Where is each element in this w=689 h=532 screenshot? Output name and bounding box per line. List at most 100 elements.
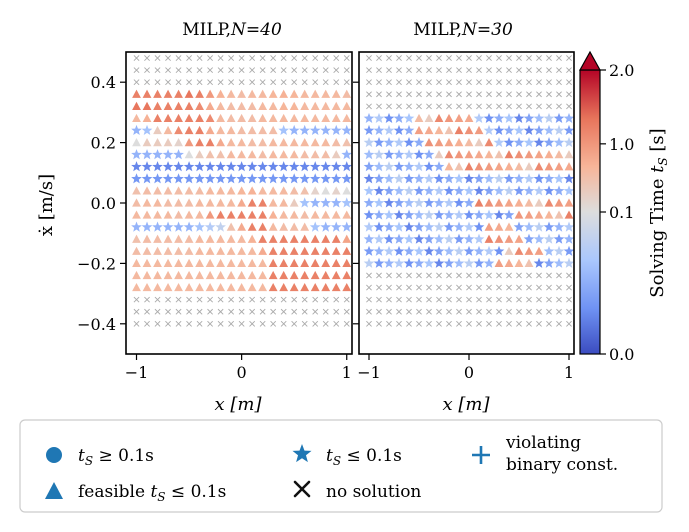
star-marker <box>141 149 153 160</box>
star-marker <box>403 209 415 220</box>
star-marker <box>173 161 184 172</box>
x-marker <box>386 103 392 110</box>
star-marker <box>493 112 505 123</box>
legend-star-icon <box>292 444 312 463</box>
x-marker <box>144 308 150 315</box>
triangle-marker <box>153 210 162 219</box>
x-marker <box>175 55 182 61</box>
triangle-marker <box>289 113 299 123</box>
triangle-marker <box>184 113 194 123</box>
star-marker <box>403 245 415 256</box>
x-marker <box>436 284 442 291</box>
star-marker <box>204 161 216 172</box>
x-marker <box>516 103 522 110</box>
x-marker <box>496 55 502 61</box>
x-marker <box>516 308 522 315</box>
triangle-marker <box>226 150 236 159</box>
triangle-marker <box>205 150 215 159</box>
x-marker <box>486 55 492 61</box>
triangle-marker <box>268 282 278 292</box>
star-marker <box>463 221 475 232</box>
x-marker <box>476 67 482 74</box>
triangle-marker <box>247 246 257 255</box>
star-marker <box>463 245 475 256</box>
star-marker <box>513 137 525 148</box>
triangle-marker <box>524 198 534 207</box>
x-marker <box>366 284 372 291</box>
star-marker <box>433 209 445 220</box>
triangle-marker <box>300 150 310 159</box>
star-marker <box>523 185 535 196</box>
x-marker <box>566 67 572 74</box>
triangle-marker <box>268 138 278 147</box>
x-marker <box>506 67 512 74</box>
x-marker <box>446 308 452 315</box>
triangle-marker <box>163 210 173 219</box>
x-marker <box>301 79 308 86</box>
triangle-marker <box>184 270 194 280</box>
triangle-marker <box>504 162 514 171</box>
triangle-marker <box>494 150 504 159</box>
x-marker <box>186 55 192 61</box>
star-marker <box>363 209 375 220</box>
star-marker <box>403 137 415 148</box>
star-marker <box>393 245 405 256</box>
x-marker <box>144 320 150 327</box>
triangle-marker <box>434 150 444 159</box>
legend-triangle-icon <box>45 482 63 499</box>
triangle-marker <box>268 150 278 159</box>
star-marker <box>383 233 395 244</box>
triangle-marker <box>174 198 183 207</box>
x-marker <box>291 296 298 303</box>
x-marker <box>207 308 214 315</box>
triangle-marker <box>279 150 289 159</box>
triangle-marker <box>289 198 299 207</box>
triangle-marker <box>434 125 444 135</box>
triangle-marker <box>174 270 183 280</box>
star-marker <box>246 173 258 184</box>
triangle-marker <box>216 125 226 135</box>
x-marker <box>426 272 432 279</box>
star-marker <box>493 245 505 256</box>
x-marker <box>376 67 382 74</box>
x-marker <box>476 284 482 291</box>
x-marker <box>416 272 422 279</box>
x-marker <box>456 103 462 110</box>
triangle-marker <box>142 282 152 292</box>
triangle-marker <box>142 198 152 207</box>
star-marker <box>267 161 279 172</box>
triangle-marker <box>321 101 331 110</box>
x-marker <box>165 67 171 74</box>
triangle-marker <box>174 138 183 147</box>
x-marker <box>154 79 161 86</box>
legend-box <box>19 419 663 513</box>
x-marker <box>426 79 432 86</box>
triangle-marker <box>424 138 434 147</box>
star-marker <box>563 233 575 244</box>
x-marker <box>556 308 562 315</box>
x-marker <box>536 272 542 279</box>
ytick-label: −0.2 <box>77 254 116 273</box>
x-marker <box>546 296 552 303</box>
x-marker <box>436 67 442 74</box>
triangle-marker <box>247 186 257 195</box>
triangle-marker <box>153 246 162 255</box>
triangle-marker <box>331 89 341 98</box>
x-marker <box>291 79 298 86</box>
star-marker <box>131 161 142 172</box>
triangle-marker <box>300 270 310 280</box>
x-marker <box>396 79 402 86</box>
x-marker <box>312 79 319 86</box>
x-marker <box>446 320 452 327</box>
triangle-marker <box>205 138 215 147</box>
x-marker <box>536 296 542 303</box>
star-marker <box>393 209 405 220</box>
star-marker <box>288 124 300 136</box>
triangle-marker <box>321 89 331 98</box>
triangle-marker <box>310 89 320 98</box>
ytick-label: 0.2 <box>91 134 116 153</box>
colorbar-tick-label: 2.0 <box>609 61 634 80</box>
star-marker <box>299 197 311 208</box>
star-marker <box>513 112 525 123</box>
legend-triangle-label: feasible tS ≤ 0.1s <box>78 482 226 504</box>
